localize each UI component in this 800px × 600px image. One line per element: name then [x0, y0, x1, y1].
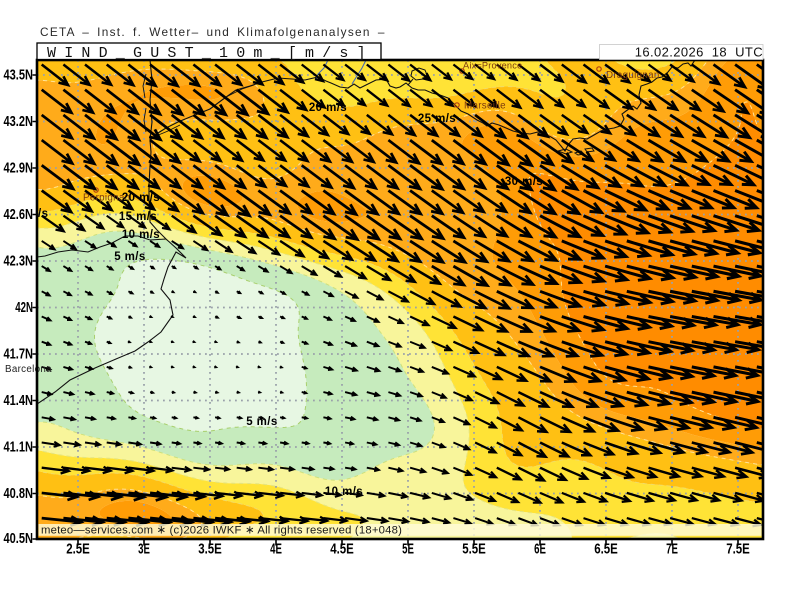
svg-text:Perpignan: Perpignan	[83, 193, 130, 204]
svg-text:7.5E: 7.5E	[726, 542, 750, 558]
svg-text:16.02.2026 18 UTC: 16.02.2026 18 UTC	[635, 45, 763, 60]
svg-text:20 m/s: 20 m/s	[309, 102, 347, 114]
svg-text:43.2N: 43.2N	[4, 114, 34, 130]
svg-text:7E: 7E	[666, 542, 678, 558]
svg-text:5 m/s: 5 m/s	[114, 251, 145, 263]
svg-text:25 m/s: 25 m/s	[418, 113, 456, 125]
svg-text:10 m/s: 10 m/s	[325, 486, 363, 498]
svg-text:43.5N: 43.5N	[4, 68, 34, 84]
svg-text:CETA – Inst. f. Wetter– und Kl: CETA – Inst. f. Wetter– und Klimafolgena…	[40, 25, 386, 39]
svg-text:5E: 5E	[402, 542, 414, 558]
svg-text:42N: 42N	[15, 300, 33, 316]
svg-text:41.1N: 41.1N	[4, 440, 34, 456]
svg-text:41.7N: 41.7N	[4, 347, 34, 363]
svg-text:42.6N: 42.6N	[4, 207, 34, 223]
svg-text:Draguignan: Draguignan	[606, 70, 660, 81]
svg-text:41.4N: 41.4N	[4, 393, 34, 409]
svg-text:4.5E: 4.5E	[330, 542, 354, 558]
svg-text:6.5E: 6.5E	[594, 542, 618, 558]
svg-text:10 m/s: 10 m/s	[122, 229, 160, 241]
svg-text:6E: 6E	[534, 542, 546, 558]
svg-text:30 m/s: 30 m/s	[505, 176, 543, 188]
svg-text:3.5E: 3.5E	[198, 542, 222, 558]
svg-text:40.5N: 40.5N	[4, 531, 34, 547]
svg-text:meteo—services.com ∗ (c)2026 I: meteo—services.com ∗ (c)2026 IWKF ∗ All …	[41, 525, 402, 537]
svg-text:/s: /s	[38, 208, 48, 220]
svg-text:5 m/s: 5 m/s	[246, 416, 277, 428]
svg-text:2.5E: 2.5E	[66, 542, 90, 558]
svg-text:Marseille: Marseille	[464, 101, 506, 112]
svg-text:42.3N: 42.3N	[4, 254, 34, 270]
svg-text:40.8N: 40.8N	[4, 486, 34, 502]
svg-text:4E: 4E	[270, 542, 282, 558]
svg-text:15 m/s: 15 m/s	[119, 211, 157, 223]
svg-text:Barcelona: Barcelona	[5, 364, 52, 375]
svg-text:3E: 3E	[138, 542, 150, 558]
svg-text:Aix=Provence: Aix=Provence	[463, 61, 522, 71]
svg-text:5.5E: 5.5E	[462, 542, 486, 558]
svg-text:42.9N: 42.9N	[4, 161, 34, 177]
svg-text:WIND_GUST_10m_[m/s]: WIND_GUST_10m_[m/s]	[47, 45, 374, 62]
svg-text:20 m/s: 20 m/s	[122, 192, 160, 204]
